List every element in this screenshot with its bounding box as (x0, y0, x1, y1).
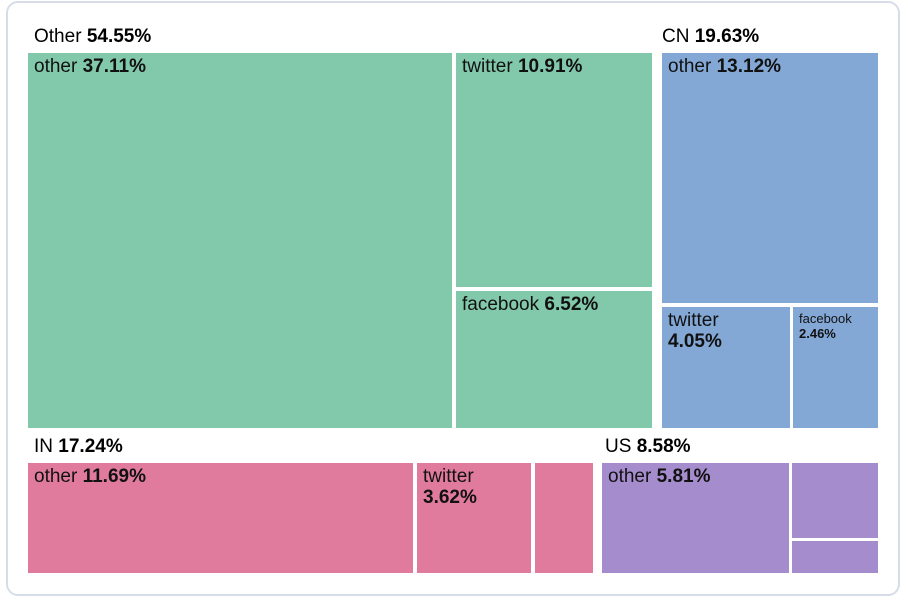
cell-label: twitter (462, 56, 513, 77)
cell-value: 37.11% (82, 56, 146, 77)
cell-label: facebook (462, 294, 540, 315)
cell-value: 10.91% (517, 56, 583, 77)
cell-label: twitter (423, 466, 474, 487)
cell-label: twitter (668, 310, 719, 331)
group-name: CN (662, 26, 690, 47)
cell-label: facebook (799, 311, 852, 326)
group-percent: 54.55% (86, 26, 152, 47)
cell-us-facebook[interactable] (792, 541, 878, 573)
group-percent: 8.58% (636, 436, 691, 457)
cell-value: 6.52% (544, 294, 599, 315)
group-percent: 19.63% (694, 26, 760, 47)
cell-value: 5.81% (656, 466, 711, 487)
group-name: IN (34, 436, 53, 457)
cell-cn-other[interactable]: other 13.12% (662, 53, 878, 303)
cell-in-facebook[interactable] (535, 463, 593, 573)
cell-value: 3.62% (423, 487, 477, 508)
group-percent: 17.24% (58, 436, 123, 457)
cell-value: 13.12% (716, 56, 782, 77)
cell-label: other (668, 56, 712, 77)
cell-us-twitter[interactable] (792, 463, 878, 538)
cell-value: 11.69% (82, 466, 146, 487)
group-name: Other (34, 26, 82, 47)
cell-other-other[interactable]: other 37.11% (28, 53, 452, 428)
cell-cn-twitter[interactable]: twitter 4.05% (662, 307, 790, 428)
group-header-cn: CN 19.63% (662, 27, 759, 47)
cell-in-other[interactable]: other 11.69% (28, 463, 413, 573)
cell-label: other (34, 56, 78, 77)
cell-label: other (608, 466, 652, 487)
group-name: US (605, 436, 632, 457)
cell-other-facebook[interactable]: facebook 6.52% (456, 291, 652, 428)
group-header-other: Other 54.55% (34, 27, 151, 47)
cell-cn-facebook[interactable]: facebook 2.46% (793, 307, 878, 428)
cell-us-other[interactable]: other 5.81% (602, 463, 789, 573)
cell-other-twitter[interactable]: twitter 10.91% (456, 53, 652, 287)
cell-in-twitter[interactable]: twitter 3.62% (417, 463, 531, 573)
group-header-us: US 8.58% (605, 437, 691, 457)
cell-value: 2.46% (799, 326, 836, 341)
cell-label: other (34, 466, 78, 487)
cell-value: 4.05% (668, 331, 722, 352)
group-header-in: IN 17.24% (34, 437, 123, 457)
